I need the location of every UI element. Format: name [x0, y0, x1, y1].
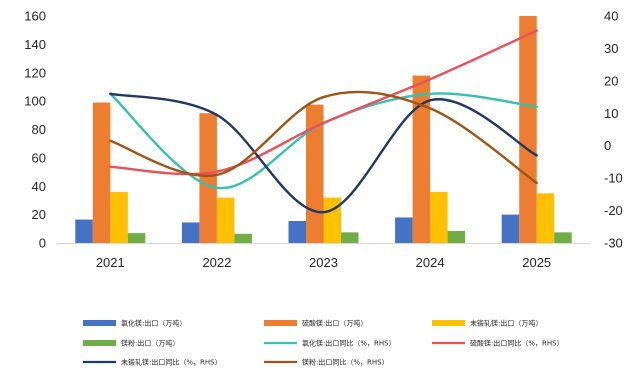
- legend-label: 镁粉:出口同比（%，RHS）: [302, 358, 389, 367]
- bar: [412, 75, 431, 244]
- legend-label: 未锻轧镁:出口（万吨）: [470, 319, 542, 328]
- y-left-tick-label: 60: [32, 150, 46, 165]
- legend-swatch: [264, 320, 297, 326]
- series-line: [109, 92, 538, 214]
- bar: [395, 217, 413, 243]
- bar: [234, 233, 252, 243]
- bar: [447, 230, 466, 243]
- x-tick-label: 2025: [522, 255, 551, 270]
- legend-label: 氯化镁:出口同比（%，RHS）: [302, 339, 396, 348]
- legend-label: 硫酸镁:出口（万吨）: [302, 319, 367, 328]
- legend-label: 氯化镁:出口（万吨）: [121, 319, 186, 328]
- legend-label: 硫酸镁:出口同比（%，RHS）: [470, 339, 564, 348]
- y-right-tick-label: 30: [604, 41, 618, 56]
- bar: [341, 232, 359, 243]
- bar: [501, 214, 520, 243]
- y-left-tick-label: 20: [32, 207, 46, 222]
- bar: [323, 197, 341, 243]
- x-tick-label: 2022: [202, 255, 231, 270]
- legend-swatch: [83, 320, 116, 326]
- y-left-tick-label: 40: [32, 179, 46, 194]
- bar: [554, 232, 572, 243]
- y-left-tick-label: 120: [24, 65, 46, 80]
- x-tick-label: 2021: [96, 255, 125, 270]
- x-tick-label: 2023: [309, 255, 338, 270]
- y-left-tick-label: 80: [32, 122, 46, 137]
- bar: [75, 219, 93, 243]
- legend-swatch: [83, 340, 116, 346]
- bar: [127, 233, 146, 243]
- x-tick-label: 2024: [416, 255, 445, 270]
- bar: [536, 193, 555, 243]
- y-left-tick-label: 100: [24, 94, 46, 109]
- bar: [92, 102, 111, 243]
- bar: [199, 113, 217, 243]
- legend-swatch: [432, 320, 465, 326]
- bar: [288, 221, 306, 243]
- bar: [216, 197, 235, 243]
- y-right-tick-label: -20: [604, 203, 623, 218]
- y-right-tick-label: 10: [604, 106, 618, 121]
- y-right-tick-label: 20: [604, 73, 618, 88]
- plot-area: 0 20 40 60 80 100 120 140 160 -30 -20 -10 0 10 20 30 40 2…: [24, 9, 623, 271]
- legend: 氯化镁:出口（万吨） 硫酸镁:出口（万吨） 未锻轧镁:出口（万吨） 镁粉:出口（万吨）…: [83, 319, 564, 367]
- y-right-tick-label: 40: [604, 9, 618, 24]
- y-left-tick-label: 140: [24, 37, 46, 52]
- series-line: [109, 29, 538, 176]
- y-right-tick-label: -30: [604, 236, 623, 251]
- legend-label: 镁粉:出口（万吨）: [121, 339, 179, 348]
- y-right-tick-label: -10: [604, 171, 623, 186]
- bar: [181, 222, 200, 243]
- legend-label: 未锻轧镁:出口同比（%，RHS）: [121, 358, 222, 367]
- bar: [430, 191, 448, 243]
- y-left-tick-label: 0: [39, 236, 46, 251]
- y-right-tick-label: 0: [604, 138, 611, 153]
- y-left-tick-label: 160: [24, 9, 46, 24]
- series-line: [109, 90, 538, 185]
- bar: [519, 16, 537, 243]
- bar: [110, 191, 128, 243]
